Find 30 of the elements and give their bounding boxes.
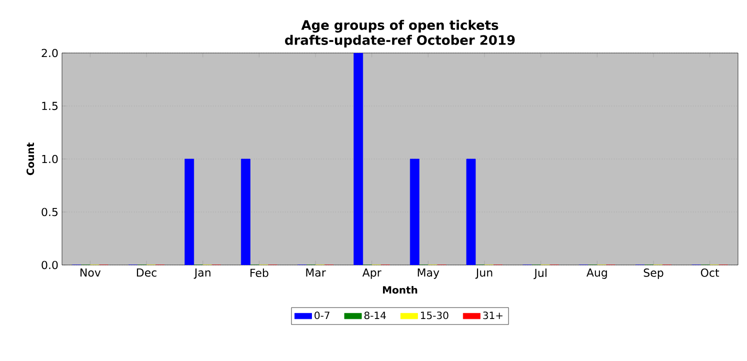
bar	[240, 158, 250, 265]
x-axis-title: Month	[383, 286, 418, 294]
x-tick-label: Jul	[534, 268, 546, 280]
chart-subtitle: drafts-update-ref October 2019	[285, 34, 515, 48]
bar	[410, 158, 420, 265]
x-tick-label: Aug	[586, 268, 607, 279]
y-tick-label: 1.5	[42, 102, 58, 110]
legend-label: 8-14	[364, 312, 386, 320]
chart-title: Age groups of open tickets	[301, 20, 498, 33]
y-axis-title: Count	[26, 142, 34, 176]
legend-label: 0-7	[314, 312, 330, 320]
x-tick-label: Mar	[306, 268, 326, 277]
bar	[354, 52, 364, 265]
x-tick-label: Nov	[80, 268, 101, 277]
x-tick-label: Apr	[362, 268, 382, 279]
y-tick-label: 0.0	[42, 260, 58, 270]
x-tick-label: Jan	[194, 268, 210, 279]
y-tick-label: 2.0	[42, 48, 58, 58]
x-tick-label: Dec	[136, 268, 156, 277]
bar	[184, 158, 194, 265]
y-tick-label: 0.5	[42, 208, 58, 216]
y-tick-label: 1.0	[42, 154, 58, 164]
x-tick-label: Feb	[250, 268, 268, 278]
x-tick-label: Oct	[700, 268, 720, 277]
x-tick-label: Sep	[644, 268, 664, 279]
bar	[466, 158, 476, 265]
legend-label: 15-30	[421, 312, 448, 320]
x-tick-label: May	[418, 268, 440, 279]
legend-label: 31+	[483, 312, 502, 320]
x-tick-label: Jun	[475, 268, 492, 279]
